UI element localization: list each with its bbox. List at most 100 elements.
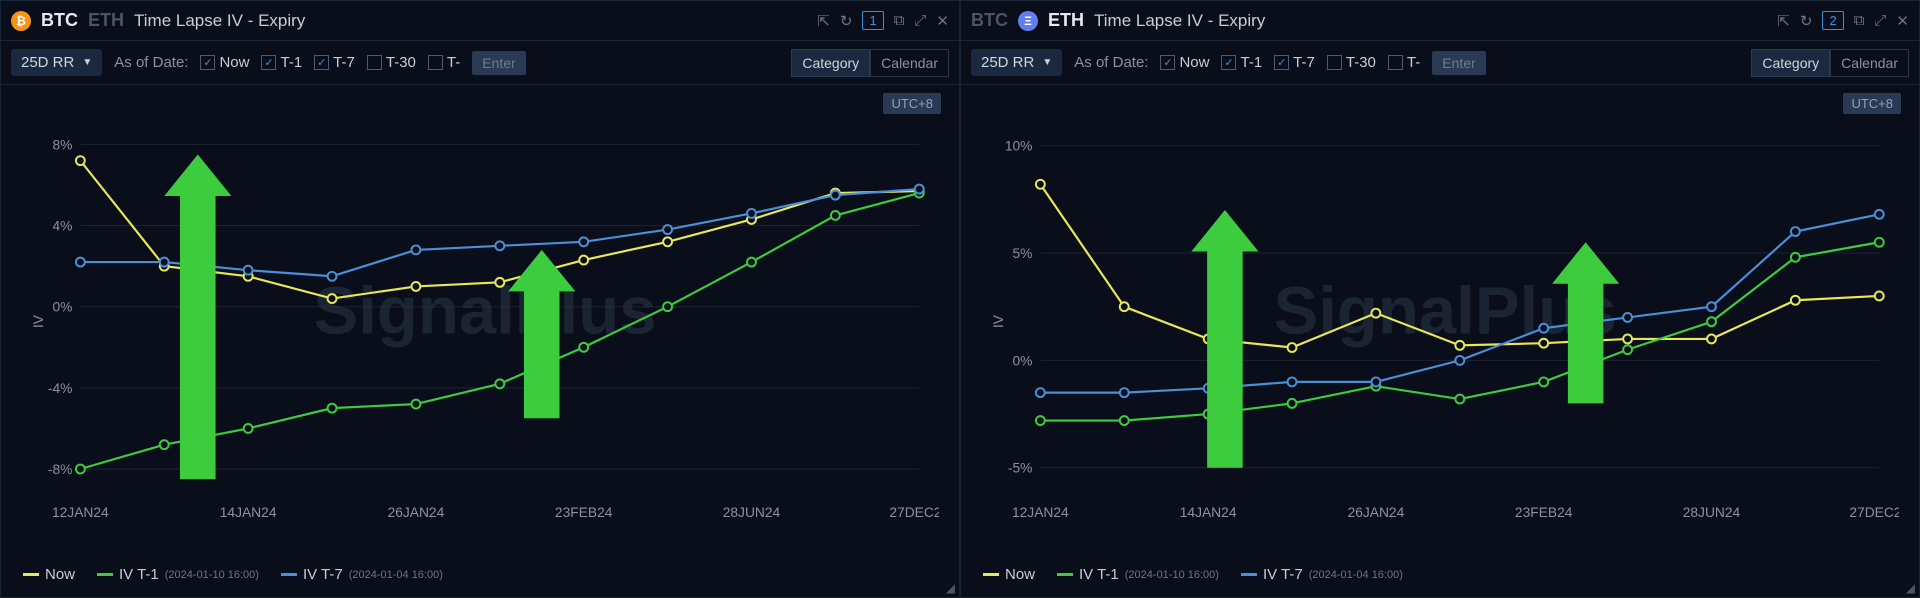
checkbox-t-7[interactable]: T-7 bbox=[314, 54, 355, 71]
checkbox-box[interactable] bbox=[200, 55, 215, 70]
checkbox-t-[interactable]: T- bbox=[428, 54, 460, 71]
checkbox-box[interactable] bbox=[1274, 55, 1289, 70]
pill-category[interactable]: Category bbox=[1751, 49, 1830, 77]
coin-tab-eth[interactable]: ETH bbox=[88, 10, 124, 31]
checkbox-box[interactable] bbox=[314, 55, 329, 70]
refresh-icon[interactable]: ↻ bbox=[1800, 12, 1813, 30]
checkbox-box[interactable] bbox=[428, 55, 443, 70]
checkbox-box[interactable] bbox=[261, 55, 276, 70]
timezone-badge: UTC+8 bbox=[883, 93, 941, 114]
x-tick-label: 28JUN24 bbox=[723, 504, 781, 520]
legend-item[interactable]: IV T-7 (2024-01-04 16:00) bbox=[1241, 566, 1403, 583]
series-marker bbox=[1120, 302, 1129, 311]
checkbox-t-7[interactable]: T-7 bbox=[1274, 54, 1315, 71]
series-marker bbox=[244, 424, 253, 433]
series-marker bbox=[747, 209, 756, 218]
annotation-arrow bbox=[164, 155, 231, 480]
series-marker bbox=[1036, 180, 1045, 189]
coin-tab-btc[interactable]: BTC bbox=[41, 10, 78, 31]
coin-tab-eth[interactable]: ETH bbox=[1048, 10, 1084, 31]
series-marker bbox=[1875, 210, 1884, 219]
legend-item[interactable]: Now bbox=[983, 566, 1035, 583]
copy-icon[interactable]: ⧉ bbox=[1854, 12, 1865, 29]
series-marker bbox=[747, 258, 756, 267]
legend-item[interactable]: IV T-1(2024-01-10 16:00) bbox=[1057, 566, 1219, 583]
y-tick-label: -4% bbox=[48, 380, 73, 396]
series-marker bbox=[1707, 334, 1716, 343]
y-tick-label: 0% bbox=[52, 299, 72, 315]
share-icon[interactable]: ⇱ bbox=[817, 12, 830, 30]
series-marker bbox=[76, 465, 85, 474]
checkbox-box[interactable] bbox=[1160, 55, 1175, 70]
legend-item[interactable]: Now bbox=[23, 566, 75, 583]
checkbox-t-1[interactable]: T-1 bbox=[1221, 54, 1262, 71]
panel-number-badge[interactable]: 1 bbox=[862, 11, 883, 30]
expand-icon[interactable]: ⤢ bbox=[914, 12, 926, 29]
close-icon[interactable]: ✕ bbox=[1896, 12, 1909, 30]
series-marker bbox=[1791, 253, 1800, 262]
checkbox-box[interactable] bbox=[367, 55, 382, 70]
iv-chart: 8%4%0%-4%-8%12JAN2414JAN2426JAN2423FEB24… bbox=[31, 95, 939, 548]
legend-item[interactable]: IV T-1(2024-01-10 16:00) bbox=[97, 566, 259, 583]
header-actions: ⇱ ↻ 1 ⧉ ⤢ ✕ bbox=[817, 11, 949, 30]
asof-label: As of Date: bbox=[114, 54, 188, 71]
coin-tab-btc[interactable]: BTC bbox=[971, 10, 1008, 31]
checkbox-t-30[interactable]: T-30 bbox=[367, 54, 416, 71]
series-marker bbox=[1623, 345, 1632, 354]
checkbox-now[interactable]: Now bbox=[200, 54, 249, 71]
metric-dropdown[interactable]: 25D RR▼ bbox=[11, 49, 102, 76]
legend-item[interactable]: IV T-7(2024-01-04 16:00) bbox=[281, 566, 443, 583]
checkbox-label: T-1 bbox=[1240, 54, 1262, 71]
series-marker bbox=[663, 237, 672, 246]
copy-icon[interactable]: ⧉ bbox=[894, 12, 905, 29]
series-marker bbox=[160, 440, 169, 449]
pill-category[interactable]: Category bbox=[791, 49, 870, 77]
panel-header: ₿BTCETHTime Lapse IV - Expiry⇱↻1⧉⤢✕ bbox=[1, 1, 959, 41]
series-marker bbox=[831, 191, 840, 200]
legend-label: IV T-7 bbox=[1263, 566, 1303, 583]
series-marker bbox=[1455, 356, 1464, 365]
legend-sublabel: (2024-01-04 16:00) bbox=[1309, 569, 1403, 581]
x-tick-label: 14JAN24 bbox=[220, 504, 277, 520]
checkbox-t-1[interactable]: T-1 bbox=[261, 54, 302, 71]
checkbox-t-30[interactable]: T-30 bbox=[1327, 54, 1376, 71]
chevron-down-icon: ▼ bbox=[1042, 57, 1052, 68]
series-marker bbox=[76, 156, 85, 165]
series-marker bbox=[1707, 317, 1716, 326]
legend-label: IV T-1 bbox=[1079, 566, 1119, 583]
y-tick-label: 10% bbox=[1005, 138, 1033, 154]
series-marker bbox=[663, 302, 672, 311]
enter-input[interactable]: Enter bbox=[1432, 51, 1485, 75]
panel-title: Time Lapse IV - Expiry bbox=[134, 11, 305, 31]
refresh-icon[interactable]: ↻ bbox=[840, 12, 853, 30]
pill-calendar[interactable]: Calendar bbox=[1830, 49, 1909, 77]
series-marker bbox=[411, 400, 420, 409]
series-marker bbox=[160, 258, 169, 267]
checkbox-box[interactable] bbox=[1221, 55, 1236, 70]
x-tick-label: 26JAN24 bbox=[388, 504, 445, 520]
eth-icon: Ξ bbox=[1018, 11, 1038, 31]
enter-input[interactable]: Enter bbox=[472, 51, 525, 75]
share-icon[interactable]: ⇱ bbox=[1777, 12, 1790, 30]
checkbox-now[interactable]: Now bbox=[1160, 54, 1209, 71]
checkbox-t-[interactable]: T- bbox=[1388, 54, 1420, 71]
iv-chart: 10%5%0%-5%12JAN2414JAN2426JAN2423FEB2428… bbox=[991, 95, 1899, 548]
series-marker bbox=[328, 294, 337, 303]
checkbox-box[interactable] bbox=[1327, 55, 1342, 70]
x-tick-label: 28JUN24 bbox=[1683, 504, 1741, 520]
series-marker bbox=[411, 245, 420, 254]
panel-title: Time Lapse IV - Expiry bbox=[1094, 11, 1265, 31]
checkbox-box[interactable] bbox=[1388, 55, 1403, 70]
close-icon[interactable]: ✕ bbox=[936, 12, 949, 30]
expand-icon[interactable]: ⤢ bbox=[1874, 12, 1886, 29]
x-tick-label: 12JAN24 bbox=[52, 504, 109, 520]
metric-dropdown[interactable]: 25D RR▼ bbox=[971, 49, 1062, 76]
series-marker bbox=[1036, 388, 1045, 397]
panel-number-badge[interactable]: 2 bbox=[1822, 11, 1843, 30]
resize-handle-icon[interactable]: ◢ bbox=[1906, 581, 1915, 595]
x-tick-label: 27DEC24 bbox=[1849, 504, 1899, 520]
legend-label: Now bbox=[45, 566, 75, 583]
pill-calendar[interactable]: Calendar bbox=[870, 49, 949, 77]
resize-handle-icon[interactable]: ◢ bbox=[946, 581, 955, 595]
x-tick-label: 26JAN24 bbox=[1348, 504, 1405, 520]
